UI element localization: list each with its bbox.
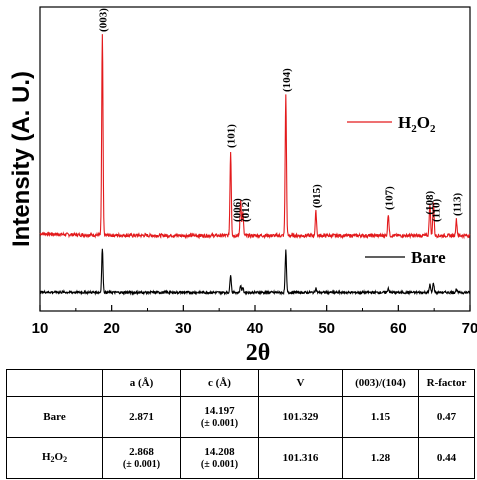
table-header-cell: R-factor: [418, 369, 475, 397]
table-row: H2O2 2.868 (± 0.001) 14.208 (± 0.001) 101.…: [6, 437, 475, 479]
table-header-row: a (Å) c (Å) V (003)/(104) R-factor: [6, 369, 475, 397]
peak-label: (015): [311, 184, 323, 208]
table-header-cell: V: [258, 369, 343, 397]
table-cell-r: 0.47: [418, 396, 475, 438]
x-tick-label: 10: [32, 320, 49, 337]
table-header-cell: (003)/(104): [342, 369, 419, 397]
x-tick-label: 20: [103, 320, 120, 337]
peak-label: (108): [424, 190, 436, 214]
peak-label: (107): [383, 186, 395, 210]
x-tick-label: 60: [390, 320, 407, 337]
xrd-chart: 10 20 30 40 50 60 70 (003) (101) (006)(012) (104)…: [8, 6, 477, 366]
table-cell-v: 101.316: [258, 437, 343, 479]
series-line-bare: [39, 248, 471, 296]
peak-label: (003): [97, 8, 109, 32]
y-axis-label: Intensity (A. U.): [8, 71, 35, 247]
table-cell-v: 101.329: [258, 396, 343, 438]
peak-label: (113): [451, 192, 463, 216]
legend-label-h2o2: H2O2: [398, 113, 436, 135]
table-row: Bare 2.871 14.197 (± 0.001) 101.329 1.15 …: [6, 396, 475, 438]
table-cell-c: 14.197 (± 0.001): [180, 396, 259, 438]
peak-label: (012): [240, 198, 252, 222]
peak-label: (006): [231, 198, 243, 222]
series-line-h2o2: [39, 34, 471, 240]
table-cell-ratio: 1.28: [342, 437, 419, 479]
x-tick-label: 50: [318, 320, 335, 337]
peak-label: (104): [281, 68, 293, 92]
table-cell-ratio: 1.15: [342, 396, 419, 438]
table-cell-a: 2.871: [102, 396, 181, 438]
plot-frame: [39, 6, 471, 312]
peak-label: (101): [226, 124, 238, 148]
legend-label-bare: Bare: [411, 248, 446, 267]
table-cell-r: 0.44: [418, 437, 475, 479]
x-tick-label: 70: [462, 320, 477, 337]
table-header-cell: a (Å): [102, 369, 181, 397]
peak-label: (110): [431, 198, 443, 222]
table-cell-a: 2.868 (± 0.001): [102, 437, 181, 479]
table-header-cell: [6, 369, 103, 397]
x-tick-label: 30: [175, 320, 192, 337]
table-cell-c: 14.208 (± 0.001): [180, 437, 259, 479]
table-header-cell: c (Å): [180, 369, 259, 397]
table-cell-sample: Bare: [6, 396, 103, 438]
lattice-parameter-table: a (Å) c (Å) V (003)/(104) R-factor Bare …: [6, 369, 475, 479]
x-tick-label: 40: [247, 320, 264, 337]
table-cell-sample: H2O2: [6, 437, 103, 479]
x-axis-label: 2θ: [246, 340, 271, 366]
